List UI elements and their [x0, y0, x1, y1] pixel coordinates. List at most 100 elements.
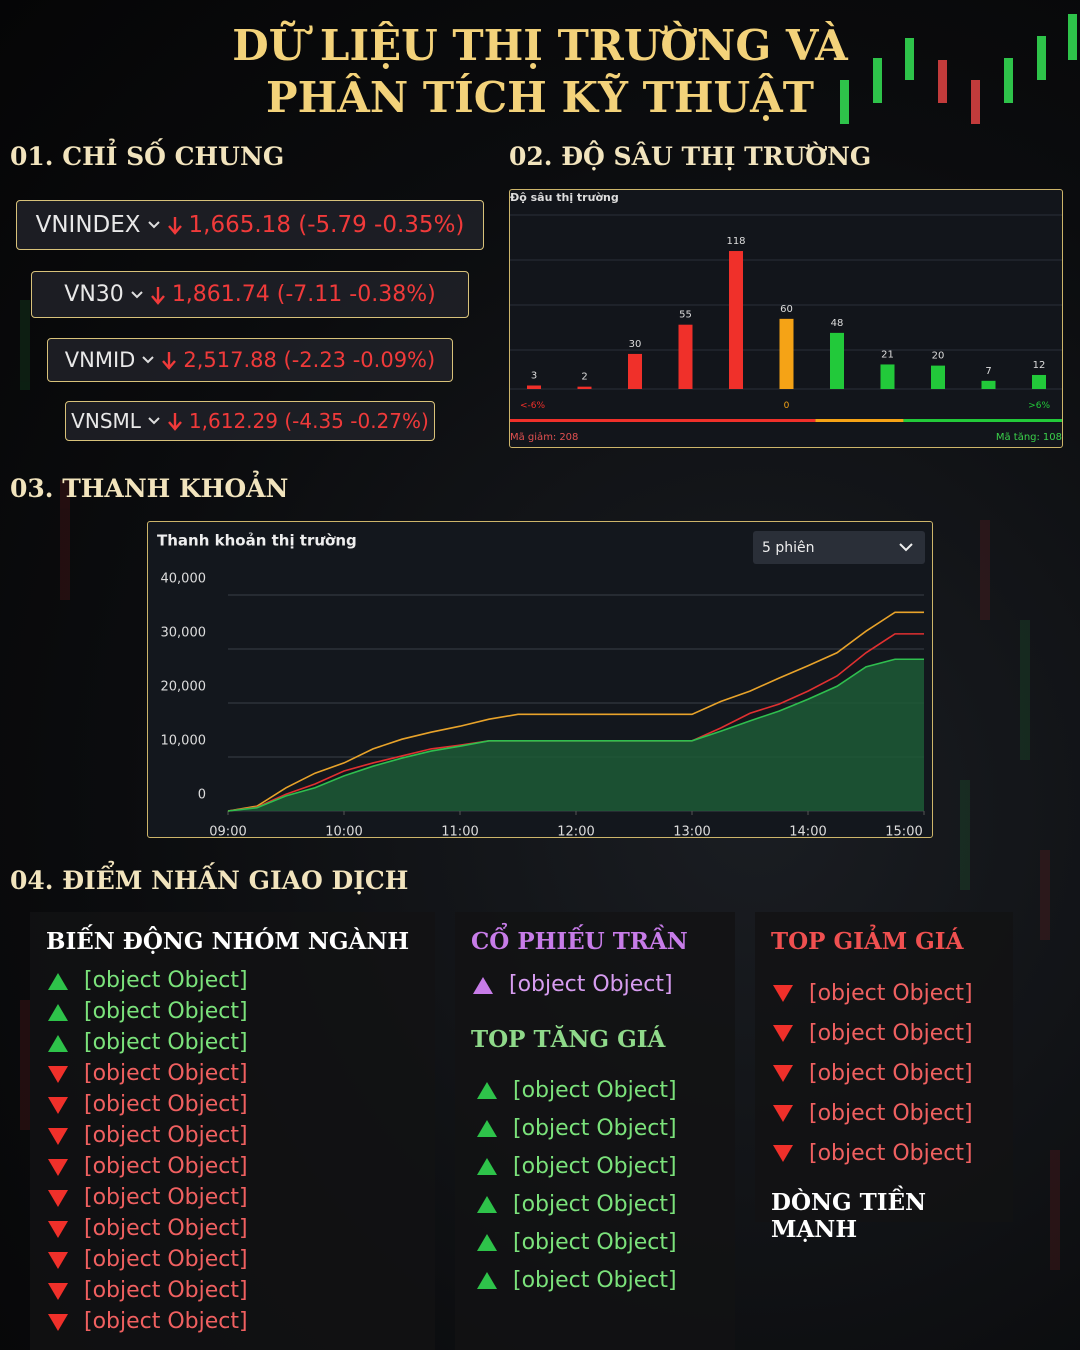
arrow-path[interactable] [162, 352, 177, 370]
chevron-icon[interactable] [899, 543, 913, 552]
icon-shape [48, 1220, 68, 1238]
index-value[interactable]: 1,861.74 (-7.11 -0.38%) [171, 282, 436, 307]
index-name[interactable]: VNMID [64, 348, 136, 372]
depth-chart: Độ sâu thị trường 3 <-6% 2 30 55 118 60 0 48 21 20… [510, 191, 1062, 443]
list-item: [object Object] [771, 1013, 1013, 1053]
section-heading: 01. CHỈ SỐ CHUNG [10, 142, 285, 171]
list-item: [object Object] [771, 973, 1013, 1013]
index-selector[interactable]: VNINDEX 1,665.18 (-5.79 -0.35%) [16, 200, 484, 250]
down-icon [773, 1145, 793, 1162]
up-icon [48, 1034, 68, 1052]
dropdown-label[interactable]: 5 phiên [762, 540, 815, 556]
line [227, 658, 924, 812]
down-arrow-icon[interactable] [167, 411, 183, 431]
item-text: [object Object] [84, 999, 248, 1024]
list-item: [object Object] [46, 965, 435, 996]
ceiling-icon [473, 976, 493, 994]
icon-shape [477, 1082, 497, 1099]
x-tick-label: 09:00 [209, 825, 246, 838]
item-text: [object Object] [809, 980, 973, 1006]
area [228, 659, 924, 811]
down-arrow-icon[interactable] [150, 285, 166, 305]
down-arrow-icon[interactable] [167, 215, 183, 235]
chevron-path[interactable] [147, 221, 160, 229]
column-title: TOP GIẢM GIÁ [771, 928, 964, 955]
arrow-path[interactable] [150, 286, 165, 305]
title-line: PHÂN TÍCH KỸ THUẬT [265, 73, 814, 122]
chevron-path[interactable] [148, 417, 160, 425]
icon-shape [48, 1282, 68, 1300]
up-icon [477, 1234, 497, 1251]
list-item: [object Object] [475, 1185, 735, 1223]
x-tick-label: 15:00 [885, 825, 922, 838]
value-label: 118 [726, 236, 745, 247]
chevron-icon[interactable] [141, 353, 155, 367]
chevron-icon[interactable] [147, 414, 161, 428]
item-text: [object Object] [84, 1216, 248, 1241]
index-name[interactable]: VNINDEX [35, 212, 141, 238]
period-dropdown[interactable]: 5 phiên [753, 531, 925, 564]
dropdown-box[interactable] [753, 531, 925, 564]
index-selector[interactable]: VN30 1,861.74 (-7.11 -0.38%) [31, 271, 469, 318]
arrow-path[interactable] [168, 413, 182, 431]
up-icon [477, 1196, 497, 1213]
icon-shape [48, 1127, 68, 1145]
x-tick-label: 13:00 [673, 825, 710, 838]
index-value[interactable]: 1,665.18 (-5.79 -0.35%) [188, 212, 465, 238]
list-item: [object Object] [46, 1213, 435, 1244]
icon-shape [773, 1065, 793, 1082]
index-value[interactable]: 1,612.29 (-4.35 -0.27%) [188, 409, 429, 433]
down-icon [773, 1025, 793, 1042]
icon-shape [48, 1313, 68, 1331]
index-selector[interactable]: VNSML 1,612.29 (-4.35 -0.27%) [65, 401, 435, 441]
icon-shape [773, 1145, 793, 1162]
chevron-path[interactable] [131, 290, 143, 298]
index-name[interactable]: VNSML [71, 409, 141, 433]
icon-shape [48, 1158, 68, 1176]
list-item: [object Object] [475, 1071, 735, 1109]
item-text: [object Object] [809, 1140, 973, 1166]
down-icon [48, 1189, 68, 1207]
bar [729, 251, 743, 389]
item-text: [object Object] [513, 1229, 677, 1255]
x-tick-label: 11:00 [441, 825, 478, 838]
y-tick-label: 40,000 [161, 572, 207, 587]
column-title: TOP TĂNG GIÁ [471, 1026, 666, 1053]
list-item: [object Object] [475, 1147, 735, 1185]
list-item: [object Object] [46, 1151, 435, 1182]
chevron-icon[interactable] [147, 218, 161, 232]
chevron-path[interactable] [142, 356, 155, 364]
x-tick-label: >6% [1028, 401, 1050, 411]
item-text: [object Object] [84, 1061, 248, 1086]
chart-title: Độ sâu thị trường [510, 191, 619, 204]
down-icon [48, 1096, 68, 1114]
arrow-path[interactable] [167, 217, 182, 235]
up-icon [477, 1272, 497, 1289]
decliners-label: Mã giảm: 208 [510, 431, 578, 443]
down-icon [773, 1105, 793, 1122]
decliners-count: 208 [559, 432, 578, 443]
index-value[interactable]: 2,517.88 (-2.23 -0.09%) [183, 348, 436, 372]
value-label: 20 [932, 351, 945, 362]
liquidity-chart: Thanh khoản thị trường 5 phiên 0 10,000 20… [157, 531, 925, 840]
index-name[interactable]: VN30 [64, 282, 124, 307]
down-icon [48, 1282, 68, 1300]
item-text: [object Object] [84, 1030, 248, 1055]
stock-column: CỔ PHIẾU TRẦN [object Object] TOP TĂNG G… [455, 912, 735, 1350]
down-arrow-icon[interactable] [161, 350, 177, 370]
decliners-text: Mã giảm: [510, 431, 556, 443]
item-text: [object Object] [84, 1123, 248, 1148]
chevron-icon[interactable] [130, 288, 144, 302]
item-text: [object Object] [809, 1060, 973, 1086]
icon-shape [48, 1251, 68, 1269]
y-tick-label: 30,000 [161, 626, 207, 641]
section-heading: 02. ĐỘ SÂU THỊ TRƯỜNG [509, 142, 872, 171]
loser-column: TOP GIẢM GIÁ [object Object] [object Obje… [755, 912, 1013, 1243]
up-icon [477, 1120, 497, 1137]
index-selector[interactable]: VNMID 2,517.88 (-2.23 -0.09%) [47, 338, 453, 382]
list-item: [object Object] [475, 1109, 735, 1147]
list-item: [object Object] [46, 1120, 435, 1151]
list-item: [object Object] [46, 1182, 435, 1213]
item-text: [object Object] [513, 1115, 677, 1141]
bar [628, 353, 642, 389]
